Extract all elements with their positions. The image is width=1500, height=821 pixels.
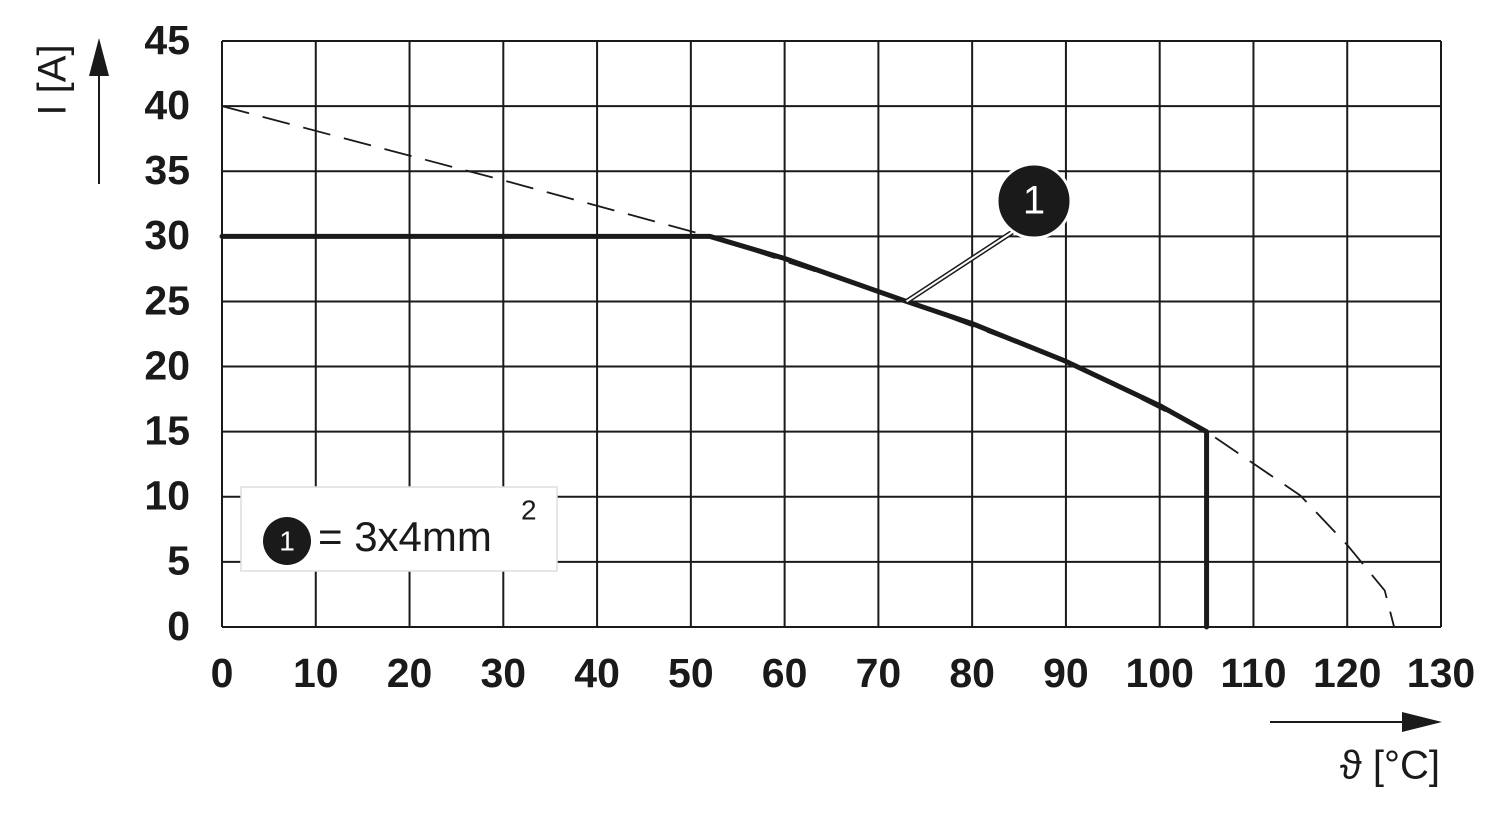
callout-leader <box>905 230 1015 303</box>
y-tick-label: 10 <box>144 473 190 519</box>
x-tick-label: 40 <box>574 650 620 696</box>
x-tick-label: 0 <box>211 650 234 696</box>
y-tick-label: 5 <box>167 538 190 584</box>
y-tick-label: 15 <box>144 407 190 453</box>
callout-label: 1 <box>1023 179 1045 223</box>
y-tick-label: 45 <box>144 17 190 63</box>
x-tick-label: 60 <box>762 650 808 696</box>
x-arrow-head <box>1402 712 1442 732</box>
legend-marker-label: 1 <box>279 525 295 556</box>
x-tick-label: 50 <box>668 650 714 696</box>
x-tick-label: 110 <box>1220 650 1286 696</box>
y-tick-label: 40 <box>144 82 190 128</box>
plot: 0 10 20 30 40 50 60 70 80 90 100 110 120 130051015202… <box>144 17 1475 696</box>
x-tick-label: 20 <box>387 650 433 696</box>
legend-superscript: 2 <box>521 494 537 525</box>
y-tick-label: 25 <box>144 277 190 323</box>
y-tick-label: 30 <box>144 212 190 258</box>
legend-text: = 3x4mm <box>318 513 492 560</box>
reference-curve <box>221 105 1395 628</box>
y-tick-label: 20 <box>144 342 190 388</box>
y-tick-label: 0 <box>167 603 190 649</box>
x-tick-label: 130 <box>1407 650 1475 696</box>
x-tick-label: 90 <box>1043 650 1089 696</box>
legend-box: 1 = 3x4mm 2 <box>240 486 558 572</box>
y-tick-label: 35 <box>144 147 190 193</box>
x-tick-label: 30 <box>481 650 527 696</box>
derating-curve <box>219 233 1210 630</box>
y-arrow-head <box>89 38 109 76</box>
x-tick-label: 120 <box>1313 650 1381 696</box>
callout-circle <box>995 162 1073 240</box>
legend-marker <box>263 517 311 565</box>
y-axis-label: I [A] <box>31 44 75 115</box>
x-tick-label: 10 <box>293 650 339 696</box>
x-tick-label: 80 <box>949 650 995 696</box>
x-axis-label: ϑ [°C] <box>1340 744 1440 788</box>
x-tick-label: 100 <box>1125 650 1193 696</box>
x-tick-label: 70 <box>856 650 902 696</box>
